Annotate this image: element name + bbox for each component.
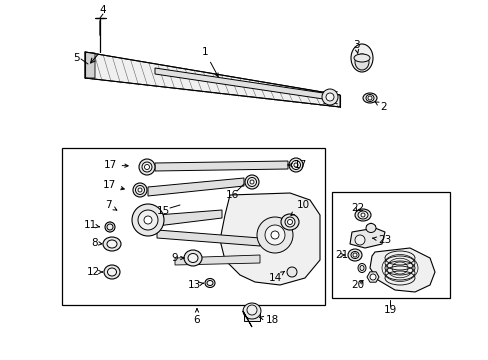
Ellipse shape [105, 222, 115, 232]
Ellipse shape [352, 253, 356, 257]
Ellipse shape [107, 268, 116, 276]
Ellipse shape [350, 252, 358, 258]
Text: 11: 11 [83, 220, 99, 230]
Circle shape [321, 89, 337, 105]
Ellipse shape [249, 180, 253, 184]
Text: 13: 13 [187, 280, 203, 290]
Text: 6: 6 [193, 309, 200, 325]
Text: 17: 17 [102, 180, 124, 190]
Ellipse shape [359, 266, 363, 270]
Text: 9: 9 [171, 253, 184, 263]
Text: 10: 10 [290, 200, 309, 216]
Ellipse shape [281, 214, 298, 230]
Text: 17: 17 [287, 160, 306, 170]
Polygon shape [157, 210, 222, 226]
Ellipse shape [103, 237, 121, 251]
Text: 5: 5 [73, 53, 79, 63]
Ellipse shape [138, 188, 142, 192]
Ellipse shape [107, 240, 117, 248]
Ellipse shape [285, 217, 294, 227]
Text: 7: 7 [104, 200, 117, 210]
Ellipse shape [247, 177, 256, 186]
Polygon shape [155, 161, 287, 171]
Ellipse shape [287, 220, 292, 225]
Text: 4: 4 [100, 5, 106, 15]
Circle shape [354, 235, 364, 245]
Text: 14: 14 [268, 271, 284, 283]
Circle shape [286, 267, 296, 277]
Text: 22: 22 [351, 203, 364, 213]
Ellipse shape [347, 249, 361, 261]
Polygon shape [244, 303, 260, 321]
Ellipse shape [133, 183, 147, 197]
Bar [331, 192, 449, 298]
Text: 21: 21 [335, 250, 348, 260]
Ellipse shape [293, 163, 297, 167]
Polygon shape [220, 193, 319, 285]
Circle shape [257, 217, 292, 253]
Ellipse shape [365, 224, 375, 233]
Ellipse shape [350, 44, 372, 72]
Ellipse shape [144, 165, 149, 170]
Polygon shape [85, 52, 95, 78]
Circle shape [264, 225, 285, 245]
Ellipse shape [362, 93, 376, 103]
Ellipse shape [291, 161, 300, 170]
Circle shape [270, 231, 279, 239]
Ellipse shape [104, 265, 120, 279]
Ellipse shape [357, 264, 365, 273]
Circle shape [369, 274, 375, 280]
Polygon shape [366, 223, 375, 233]
Ellipse shape [353, 54, 369, 62]
Text: 3: 3 [352, 40, 359, 53]
Ellipse shape [204, 279, 215, 288]
Polygon shape [85, 52, 339, 107]
Text: 12: 12 [86, 267, 102, 277]
Polygon shape [175, 255, 260, 265]
Text: 15: 15 [156, 206, 169, 216]
Ellipse shape [244, 175, 259, 189]
Ellipse shape [206, 280, 213, 285]
Ellipse shape [107, 224, 113, 230]
Polygon shape [349, 228, 384, 248]
Text: 8: 8 [92, 238, 102, 248]
Text: 17: 17 [103, 160, 128, 170]
Text: 2: 2 [374, 102, 386, 112]
Ellipse shape [183, 250, 202, 266]
Ellipse shape [288, 158, 303, 172]
Ellipse shape [360, 213, 364, 217]
Polygon shape [148, 178, 244, 196]
Polygon shape [369, 248, 434, 292]
Circle shape [138, 210, 158, 230]
Text: 1: 1 [201, 47, 218, 77]
Ellipse shape [142, 162, 152, 172]
Ellipse shape [357, 211, 367, 219]
Text: 23: 23 [372, 235, 391, 245]
Ellipse shape [367, 96, 371, 100]
Ellipse shape [354, 209, 370, 221]
Text: 20: 20 [351, 280, 364, 290]
Ellipse shape [354, 54, 368, 70]
Text: 19: 19 [383, 305, 396, 315]
Circle shape [246, 305, 257, 315]
Circle shape [325, 93, 333, 101]
Polygon shape [155, 68, 329, 100]
Polygon shape [157, 230, 260, 246]
Ellipse shape [135, 185, 144, 194]
Ellipse shape [139, 159, 155, 175]
Circle shape [143, 216, 152, 224]
Text: 18: 18 [259, 315, 278, 325]
Text: 16: 16 [225, 190, 238, 200]
Ellipse shape [187, 253, 198, 262]
Polygon shape [243, 303, 261, 327]
Circle shape [132, 204, 163, 236]
Polygon shape [366, 272, 378, 282]
Ellipse shape [365, 94, 373, 102]
Bar [62, 148, 325, 305]
Polygon shape [105, 222, 114, 232]
